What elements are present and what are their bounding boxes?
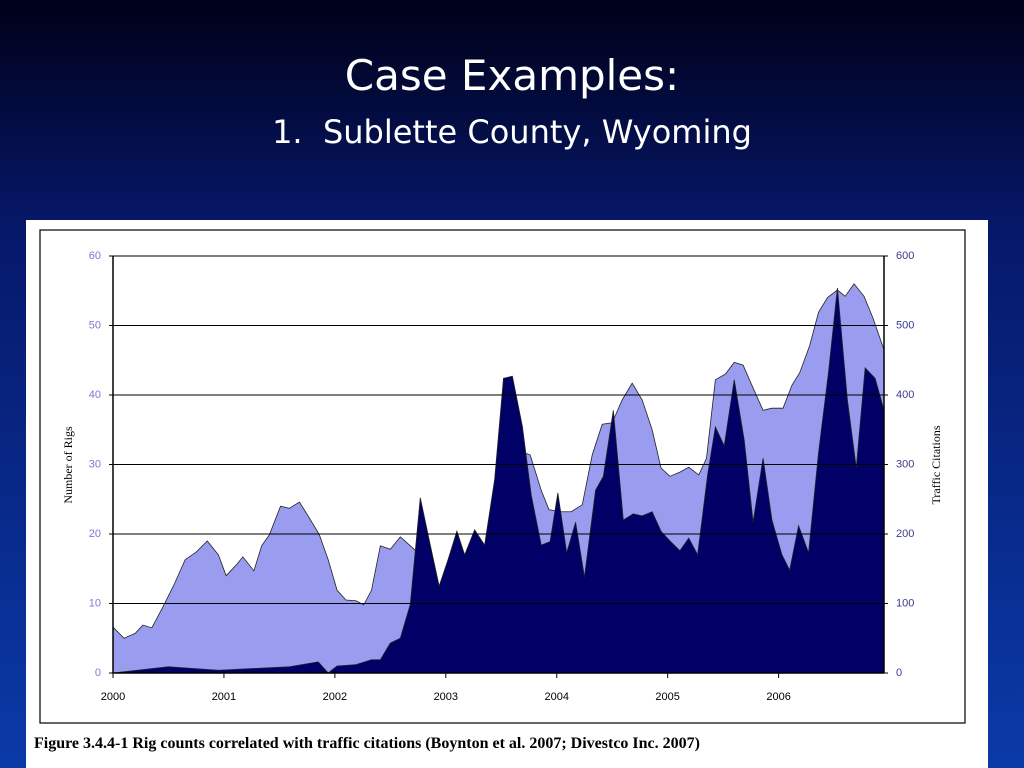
slide-subtitle: 1. Sublette County, Wyoming xyxy=(272,113,752,151)
x-tick-label: 2006 xyxy=(766,691,790,703)
x-tick-label: 2004 xyxy=(544,691,568,703)
y-tick-label: 50 xyxy=(89,319,101,331)
x-tick-label: 2003 xyxy=(434,691,458,703)
chart-frame xyxy=(39,229,966,724)
area xyxy=(112,287,885,674)
y-tick-label: 60 xyxy=(89,250,101,262)
y2-tick-label: 500 xyxy=(896,319,914,331)
x-tick-label: 2001 xyxy=(212,691,236,703)
y2-axis-label: Traffic Citations xyxy=(929,425,943,504)
y2-tick-label: 600 xyxy=(896,250,914,262)
x-tick-label: 2000 xyxy=(101,691,125,703)
y-tick-label: 20 xyxy=(89,528,101,540)
y-tick-label: 10 xyxy=(89,597,101,609)
y-tick-label: 30 xyxy=(89,458,101,470)
x-tick-label: 2005 xyxy=(655,691,679,703)
caption: Figure 3.4.4-1 Rig counts correlated wit… xyxy=(34,735,700,752)
x-tick-label: 2002 xyxy=(323,691,347,703)
y2-tick-label: 400 xyxy=(896,389,914,401)
y-tick-label: 40 xyxy=(89,389,101,401)
slide-title: Case Examples: xyxy=(345,51,679,100)
y-tick-label: 0 xyxy=(95,667,101,679)
y-axis-label: Number of Rigs xyxy=(61,426,75,504)
y2-tick-label: 100 xyxy=(896,597,914,609)
y2-tick-label: 300 xyxy=(896,458,914,470)
y2-tick-label: 0 xyxy=(896,667,902,679)
y2-tick-label: 200 xyxy=(896,528,914,540)
